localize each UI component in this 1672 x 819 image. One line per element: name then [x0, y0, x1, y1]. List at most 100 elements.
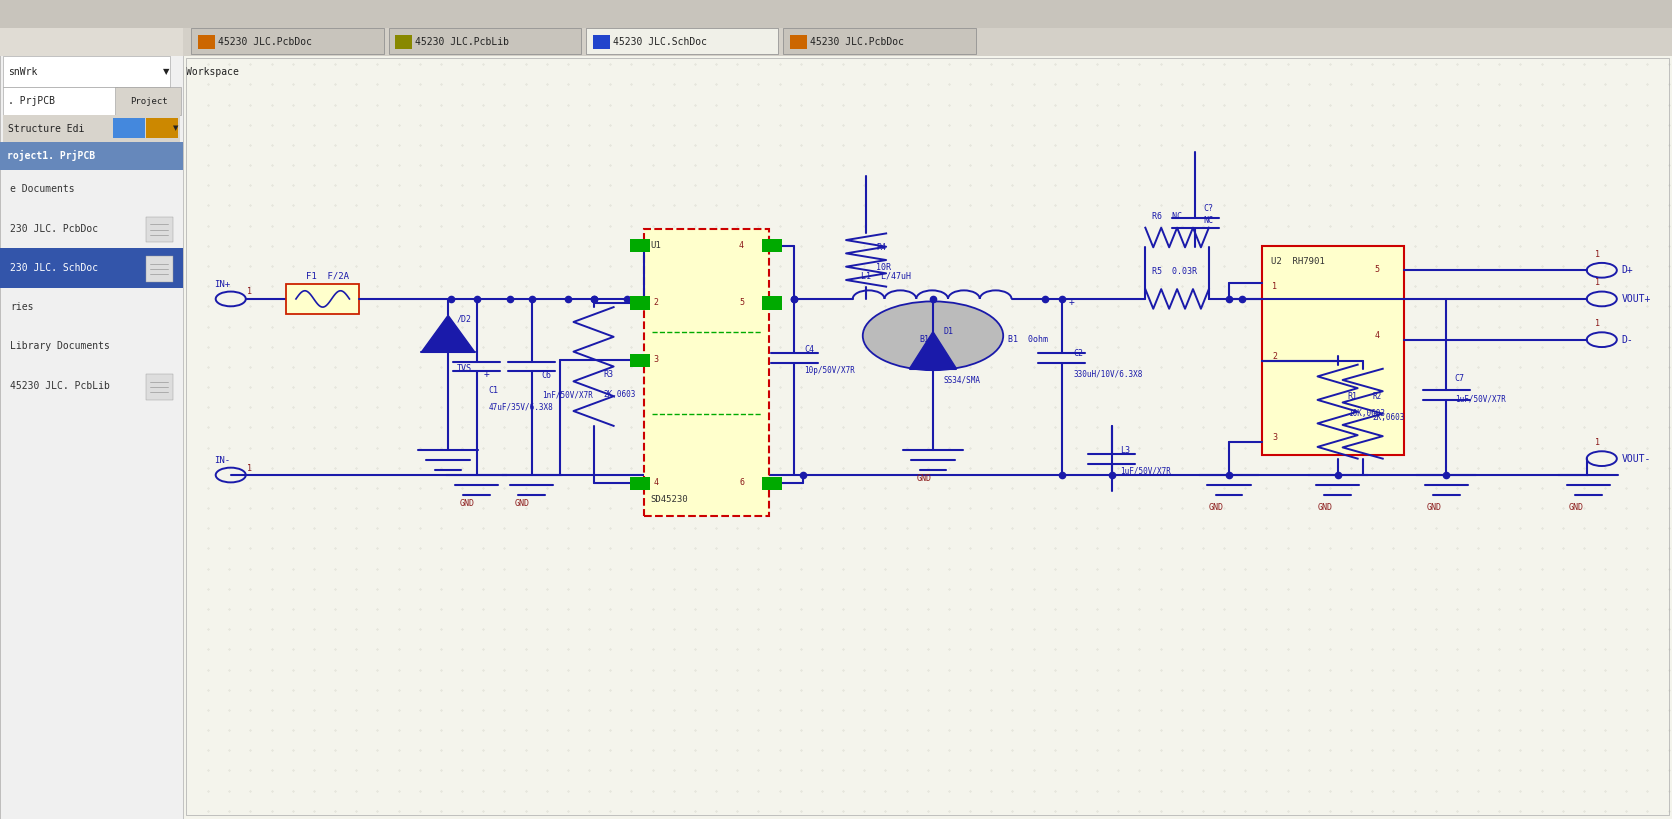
- Bar: [0, 28, 182, 56]
- Text: D+: D+: [1622, 265, 1634, 275]
- Text: U2  RH7901: U2 RH7901: [1271, 257, 1324, 266]
- Text: IN+: IN+: [214, 280, 231, 289]
- Text: GND: GND: [916, 474, 931, 483]
- Bar: [0, 142, 182, 170]
- Text: R3: R3: [604, 370, 614, 378]
- Text: 2: 2: [1272, 351, 1277, 360]
- Text: /D2: /D2: [456, 314, 472, 324]
- Text: 5: 5: [739, 298, 744, 307]
- Text: 330uH/10V/6.3X8: 330uH/10V/6.3X8: [1073, 370, 1142, 378]
- Text: ries: ries: [10, 302, 33, 312]
- Bar: [115, 87, 181, 115]
- Text: 10K,0603: 10K,0603: [1348, 409, 1384, 418]
- Text: C4: C4: [804, 346, 814, 354]
- Text: C?: C?: [1204, 204, 1214, 213]
- Bar: [789, 35, 808, 49]
- Bar: [145, 374, 172, 400]
- Text: IN-: IN-: [214, 456, 231, 465]
- Bar: [0, 0, 1672, 28]
- Text: 10p/50V/X7R: 10p/50V/X7R: [804, 366, 854, 375]
- Text: 3: 3: [654, 355, 659, 364]
- Text: R2: R2: [1373, 392, 1383, 401]
- Text: U1: U1: [650, 241, 660, 250]
- Text: . PrjPCB: . PrjPCB: [8, 96, 55, 106]
- Text: 1: 1: [1595, 278, 1600, 287]
- Text: snWrk: snWrk: [8, 66, 38, 76]
- Bar: [182, 56, 1672, 819]
- Bar: [191, 28, 383, 53]
- Text: 1: 1: [1595, 319, 1600, 328]
- Text: GND: GND: [1209, 503, 1224, 512]
- Text: R1: R1: [1348, 392, 1358, 401]
- Text: SD45230: SD45230: [650, 495, 689, 504]
- Bar: [145, 256, 172, 282]
- Text: +: +: [483, 369, 490, 378]
- Text: Structure Edi: Structure Edi: [8, 124, 85, 133]
- Text: GND: GND: [1426, 503, 1441, 512]
- Text: VOUT+: VOUT+: [1622, 294, 1652, 304]
- Polygon shape: [910, 332, 956, 369]
- Text: NC: NC: [1204, 216, 1214, 225]
- Text: 230 JLC. SchDoc: 230 JLC. SchDoc: [10, 263, 99, 273]
- Polygon shape: [421, 315, 475, 352]
- Text: 47uF/35V/6.3X8: 47uF/35V/6.3X8: [488, 403, 553, 412]
- Bar: [585, 28, 777, 53]
- Text: 3: 3: [1272, 433, 1277, 442]
- Text: 2: 2: [654, 298, 659, 307]
- Text: R6  NC: R6 NC: [1152, 212, 1182, 221]
- Text: e Documents: e Documents: [10, 184, 75, 194]
- Text: B1  0ohm: B1 0ohm: [1008, 335, 1048, 344]
- Text: 2K,0603: 2K,0603: [604, 391, 635, 400]
- Bar: [0, 0, 1672, 28]
- Text: C2: C2: [1073, 350, 1083, 359]
- Text: Workspace: Workspace: [186, 66, 239, 76]
- Text: 45230 JLC.SchDoc: 45230 JLC.SchDoc: [612, 37, 707, 47]
- Text: TVS: TVS: [456, 364, 472, 373]
- Text: 4: 4: [739, 241, 744, 250]
- Bar: [782, 28, 975, 53]
- Text: SS34/SMA: SS34/SMA: [943, 376, 980, 385]
- Text: C7: C7: [1455, 374, 1465, 383]
- Bar: [630, 354, 650, 367]
- Bar: [762, 296, 782, 310]
- Text: 5: 5: [1374, 265, 1379, 274]
- Text: D1: D1: [943, 327, 953, 336]
- Text: 1uF/50V/X7R: 1uF/50V/X7R: [1455, 395, 1505, 404]
- Text: B1: B1: [920, 335, 930, 344]
- Bar: [592, 35, 610, 49]
- Bar: [197, 35, 216, 49]
- Bar: [186, 58, 1669, 815]
- Bar: [145, 217, 172, 242]
- Text: R4: R4: [876, 243, 886, 252]
- Bar: [395, 35, 413, 49]
- Bar: [630, 477, 650, 490]
- Text: VOUT-: VOUT-: [1622, 454, 1652, 464]
- Text: 45230 JLC. PcbLib: 45230 JLC. PcbLib: [10, 381, 110, 391]
- Text: GND: GND: [1568, 503, 1583, 512]
- Text: GND: GND: [515, 499, 530, 508]
- Bar: [0, 248, 182, 287]
- Bar: [644, 229, 769, 516]
- Text: D-: D-: [1622, 335, 1634, 345]
- Text: L3: L3: [1120, 446, 1130, 455]
- Text: 4: 4: [654, 478, 659, 487]
- Bar: [147, 118, 177, 138]
- Text: Library Documents: Library Documents: [10, 342, 110, 351]
- Text: ▼: ▼: [164, 67, 169, 76]
- Text: 230 JLC. PcbDoc: 230 JLC. PcbDoc: [10, 224, 99, 233]
- Text: F1  F/2A: F1 F/2A: [306, 272, 349, 281]
- Text: 10R: 10R: [876, 264, 891, 272]
- Text: ▼: ▼: [172, 125, 179, 131]
- Text: +: +: [1068, 297, 1075, 307]
- Text: C6: C6: [542, 372, 552, 380]
- Bar: [630, 296, 650, 310]
- Bar: [182, 28, 1672, 56]
- Bar: [762, 477, 782, 490]
- Bar: [630, 239, 650, 252]
- Bar: [286, 284, 359, 314]
- Bar: [114, 118, 144, 138]
- Text: 1: 1: [247, 464, 252, 473]
- Text: Project: Project: [130, 97, 167, 106]
- Bar: [0, 28, 182, 819]
- Text: 45230 JLC.PcbLib: 45230 JLC.PcbLib: [415, 37, 510, 47]
